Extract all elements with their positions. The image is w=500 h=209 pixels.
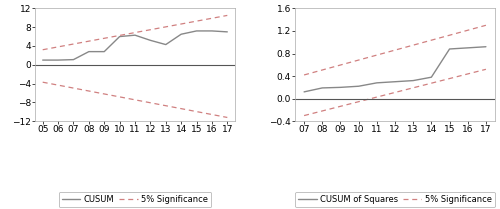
- CUSUM: [55, 59, 61, 61]
- Line: 5% Significance: 5% Significance: [304, 25, 486, 75]
- 5% Significance: [101, 37, 107, 40]
- CUSUM of Squares: [446, 48, 452, 50]
- CUSUM: [101, 50, 107, 53]
- Line: 5% Significance: 5% Significance: [42, 15, 228, 50]
- CUSUM: [163, 43, 169, 46]
- CUSUM: [209, 30, 215, 32]
- 5% Significance: [483, 24, 489, 27]
- CUSUM of Squares: [483, 46, 489, 48]
- CUSUM: [70, 58, 76, 61]
- CUSUM of Squares: [320, 87, 326, 89]
- CUSUM of Squares: [301, 91, 307, 93]
- CUSUM: [132, 34, 138, 36]
- 5% Significance: [374, 54, 380, 56]
- CUSUM of Squares: [338, 86, 344, 89]
- 5% Significance: [194, 20, 200, 22]
- Line: CUSUM of Squares: CUSUM of Squares: [304, 47, 486, 92]
- 5% Significance: [428, 39, 434, 41]
- 5% Significance: [320, 69, 326, 71]
- CUSUM of Squares: [410, 79, 416, 82]
- 5% Significance: [148, 28, 154, 31]
- 5% Significance: [446, 34, 452, 37]
- 5% Significance: [178, 23, 184, 25]
- 5% Significance: [392, 49, 398, 51]
- 5% Significance: [301, 74, 307, 76]
- 5% Significance: [70, 43, 76, 45]
- CUSUM: [194, 30, 200, 32]
- 5% Significance: [209, 17, 215, 19]
- 5% Significance: [40, 48, 46, 51]
- CUSUM: [86, 50, 92, 53]
- 5% Significance: [224, 14, 230, 17]
- Legend: CUSUM, 5% Significance: CUSUM, 5% Significance: [58, 192, 212, 207]
- CUSUM of Squares: [392, 80, 398, 83]
- CUSUM of Squares: [356, 85, 362, 88]
- CUSUM of Squares: [374, 82, 380, 84]
- 5% Significance: [464, 29, 470, 32]
- 5% Significance: [132, 31, 138, 34]
- Line: CUSUM: CUSUM: [42, 31, 228, 60]
- 5% Significance: [163, 26, 169, 28]
- 5% Significance: [410, 44, 416, 46]
- 5% Significance: [116, 34, 122, 37]
- CUSUM: [224, 31, 230, 33]
- Legend: CUSUM of Squares, 5% Significance: CUSUM of Squares, 5% Significance: [295, 192, 495, 207]
- CUSUM: [148, 39, 154, 42]
- CUSUM: [178, 33, 184, 36]
- 5% Significance: [356, 59, 362, 61]
- CUSUM: [116, 35, 122, 38]
- CUSUM of Squares: [464, 47, 470, 49]
- CUSUM: [40, 59, 46, 61]
- 5% Significance: [55, 46, 61, 48]
- 5% Significance: [86, 40, 92, 42]
- 5% Significance: [338, 64, 344, 66]
- CUSUM of Squares: [428, 76, 434, 78]
